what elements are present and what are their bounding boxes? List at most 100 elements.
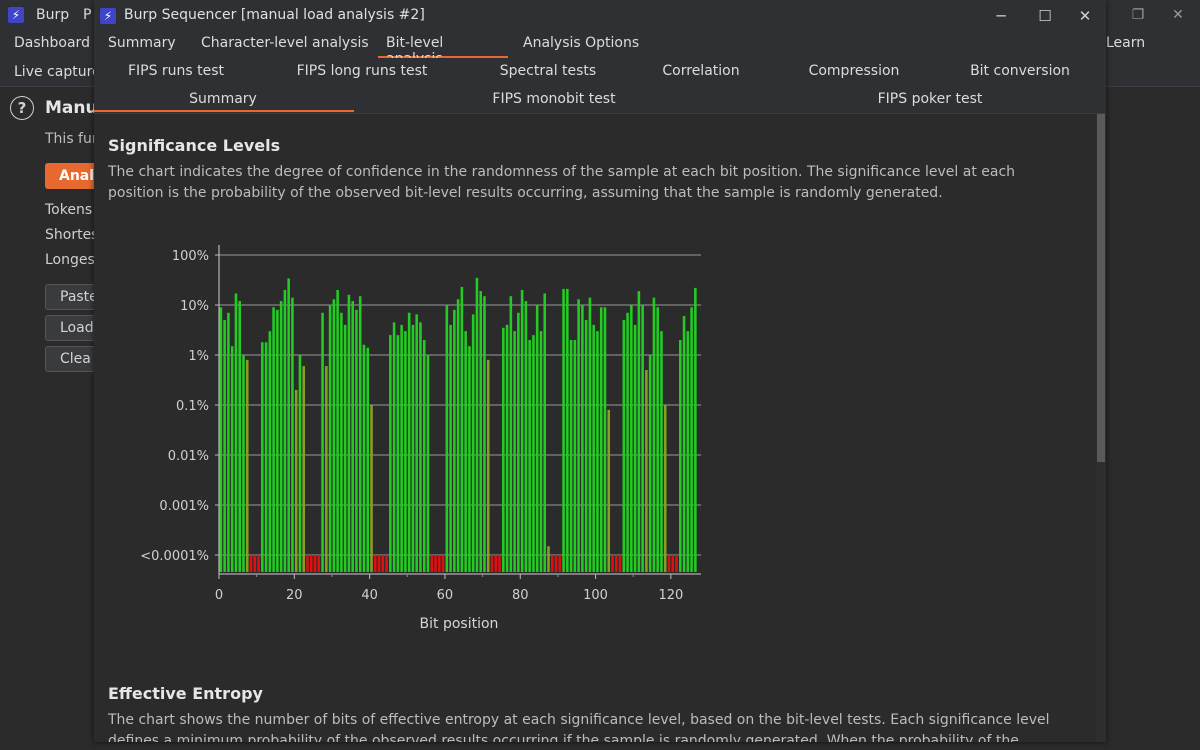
bar <box>445 305 449 572</box>
subtab-spectral-tests[interactable]: Spectral tests <box>499 63 597 79</box>
bar <box>377 555 381 572</box>
y-tick-label: 10% <box>180 299 209 314</box>
bar <box>483 296 486 572</box>
subtab-fips-poker-test[interactable]: FIPS poker test <box>877 91 983 107</box>
bar <box>479 291 482 572</box>
significance-levels-title: Significance Levels <box>108 136 281 155</box>
y-tick-label: 100% <box>172 249 209 264</box>
maximize-icon[interactable]: ☐ <box>1038 7 1052 25</box>
tab-bit-level-analysis[interactable]: Bit-level analysis <box>378 35 508 67</box>
subtab-bit-conversion[interactable]: Bit conversion <box>970 63 1070 79</box>
significance-levels-description: The chart indicates the degree of confid… <box>108 164 1016 201</box>
bar <box>581 305 584 572</box>
chart-axes <box>218 245 701 575</box>
bar <box>400 324 403 572</box>
bar <box>577 299 580 572</box>
bar <box>434 555 437 572</box>
bar <box>340 312 343 572</box>
subtab-compression[interactable]: Compression <box>808 63 900 79</box>
bar <box>306 555 309 572</box>
bar <box>535 305 539 572</box>
bar <box>656 307 659 572</box>
tokens-label: Tokens <box>45 202 93 218</box>
bar <box>626 312 629 572</box>
bar <box>611 555 614 572</box>
tab-dashboard[interactable]: Dashboard <box>14 35 90 51</box>
bar <box>641 305 644 572</box>
bar <box>524 301 528 572</box>
subtab-live-capture[interactable]: Live capture <box>14 64 101 80</box>
bar <box>422 339 426 572</box>
bar <box>276 309 279 572</box>
effective-entropy-title: Effective Entropy <box>108 684 263 703</box>
close-icon[interactable]: ✕ <box>1172 7 1184 23</box>
bar <box>321 312 324 572</box>
bar <box>675 555 678 572</box>
tab-character-level-analysis[interactable]: Character-level analysis <box>201 35 369 51</box>
x-tick-label: 80 <box>512 588 529 603</box>
bar <box>558 555 562 572</box>
bar <box>302 366 306 572</box>
bar <box>385 555 388 572</box>
minimize-icon[interactable]: ─ <box>996 7 1006 25</box>
bar <box>351 301 354 572</box>
bar <box>328 305 332 572</box>
bar <box>490 555 494 572</box>
bar <box>528 339 531 572</box>
bar <box>630 305 633 572</box>
bar <box>449 324 452 572</box>
bar <box>562 288 565 572</box>
close-icon[interactable]: ✕ <box>1078 7 1092 25</box>
tab-analysis-options[interactable]: Analysis Options <box>523 35 640 51</box>
subtab-fips-runs-test[interactable]: FIPS runs test <box>127 63 225 79</box>
bar <box>520 289 524 572</box>
tab-summary[interactable]: Summary <box>108 35 176 51</box>
bar <box>622 320 626 572</box>
bar <box>234 293 238 572</box>
bar <box>671 555 675 572</box>
bar <box>486 359 490 572</box>
sequencer-window: ⚡ Burp Sequencer [manual load analysis #… <box>94 0 1106 742</box>
subtab-summary[interactable]: Summary <box>189 91 257 107</box>
bar <box>358 296 362 572</box>
chart-y-ticks: 100% 10% 1% 0.1% 0.01% 0.001% <0.0001% <box>140 249 219 564</box>
bar <box>298 355 302 572</box>
help-icon[interactable]: ? <box>10 96 34 120</box>
y-tick-label: 0.01% <box>168 449 209 464</box>
bar <box>253 555 257 572</box>
bar <box>389 335 392 572</box>
bar <box>682 316 686 572</box>
bar <box>309 555 313 572</box>
x-axis-label: Bit position <box>420 616 499 632</box>
content-scrollbar[interactable] <box>1096 114 1106 742</box>
chart-bars <box>219 277 697 572</box>
longest-label: Longes <box>45 252 95 268</box>
shortest-label: Shortes <box>45 227 99 243</box>
bar <box>456 299 460 572</box>
bar <box>272 307 275 572</box>
restore-icon[interactable]: ❐ <box>1131 7 1145 23</box>
bar <box>599 307 603 572</box>
bar <box>679 339 682 572</box>
bar <box>573 339 577 572</box>
y-tick-label: 0.001% <box>159 499 209 514</box>
x-tick-label: 120 <box>658 588 683 603</box>
bar <box>438 555 441 572</box>
subtab-fips-monobit-test[interactable]: FIPS monobit test <box>492 91 616 107</box>
bar <box>355 309 358 572</box>
bar <box>652 297 656 572</box>
significance-chart: 100% 10% 1% 0.1% 0.01% 0.001% <0.0001% 0 20 40 60… <box>140 245 701 632</box>
bar <box>618 555 622 572</box>
scrollbar-thumb[interactable] <box>1097 114 1105 462</box>
bar <box>294 389 298 572</box>
bar <box>637 291 641 572</box>
bar <box>584 320 588 572</box>
bar <box>381 555 385 572</box>
tab-learn[interactable]: Learn <box>1106 35 1146 51</box>
bar <box>569 339 573 572</box>
bar <box>460 286 464 572</box>
subtab-fips-long-runs-test[interactable]: FIPS long runs test <box>296 63 428 79</box>
bar <box>291 297 294 572</box>
subtab-correlation[interactable]: Correlation <box>662 63 740 79</box>
bar <box>471 314 475 572</box>
